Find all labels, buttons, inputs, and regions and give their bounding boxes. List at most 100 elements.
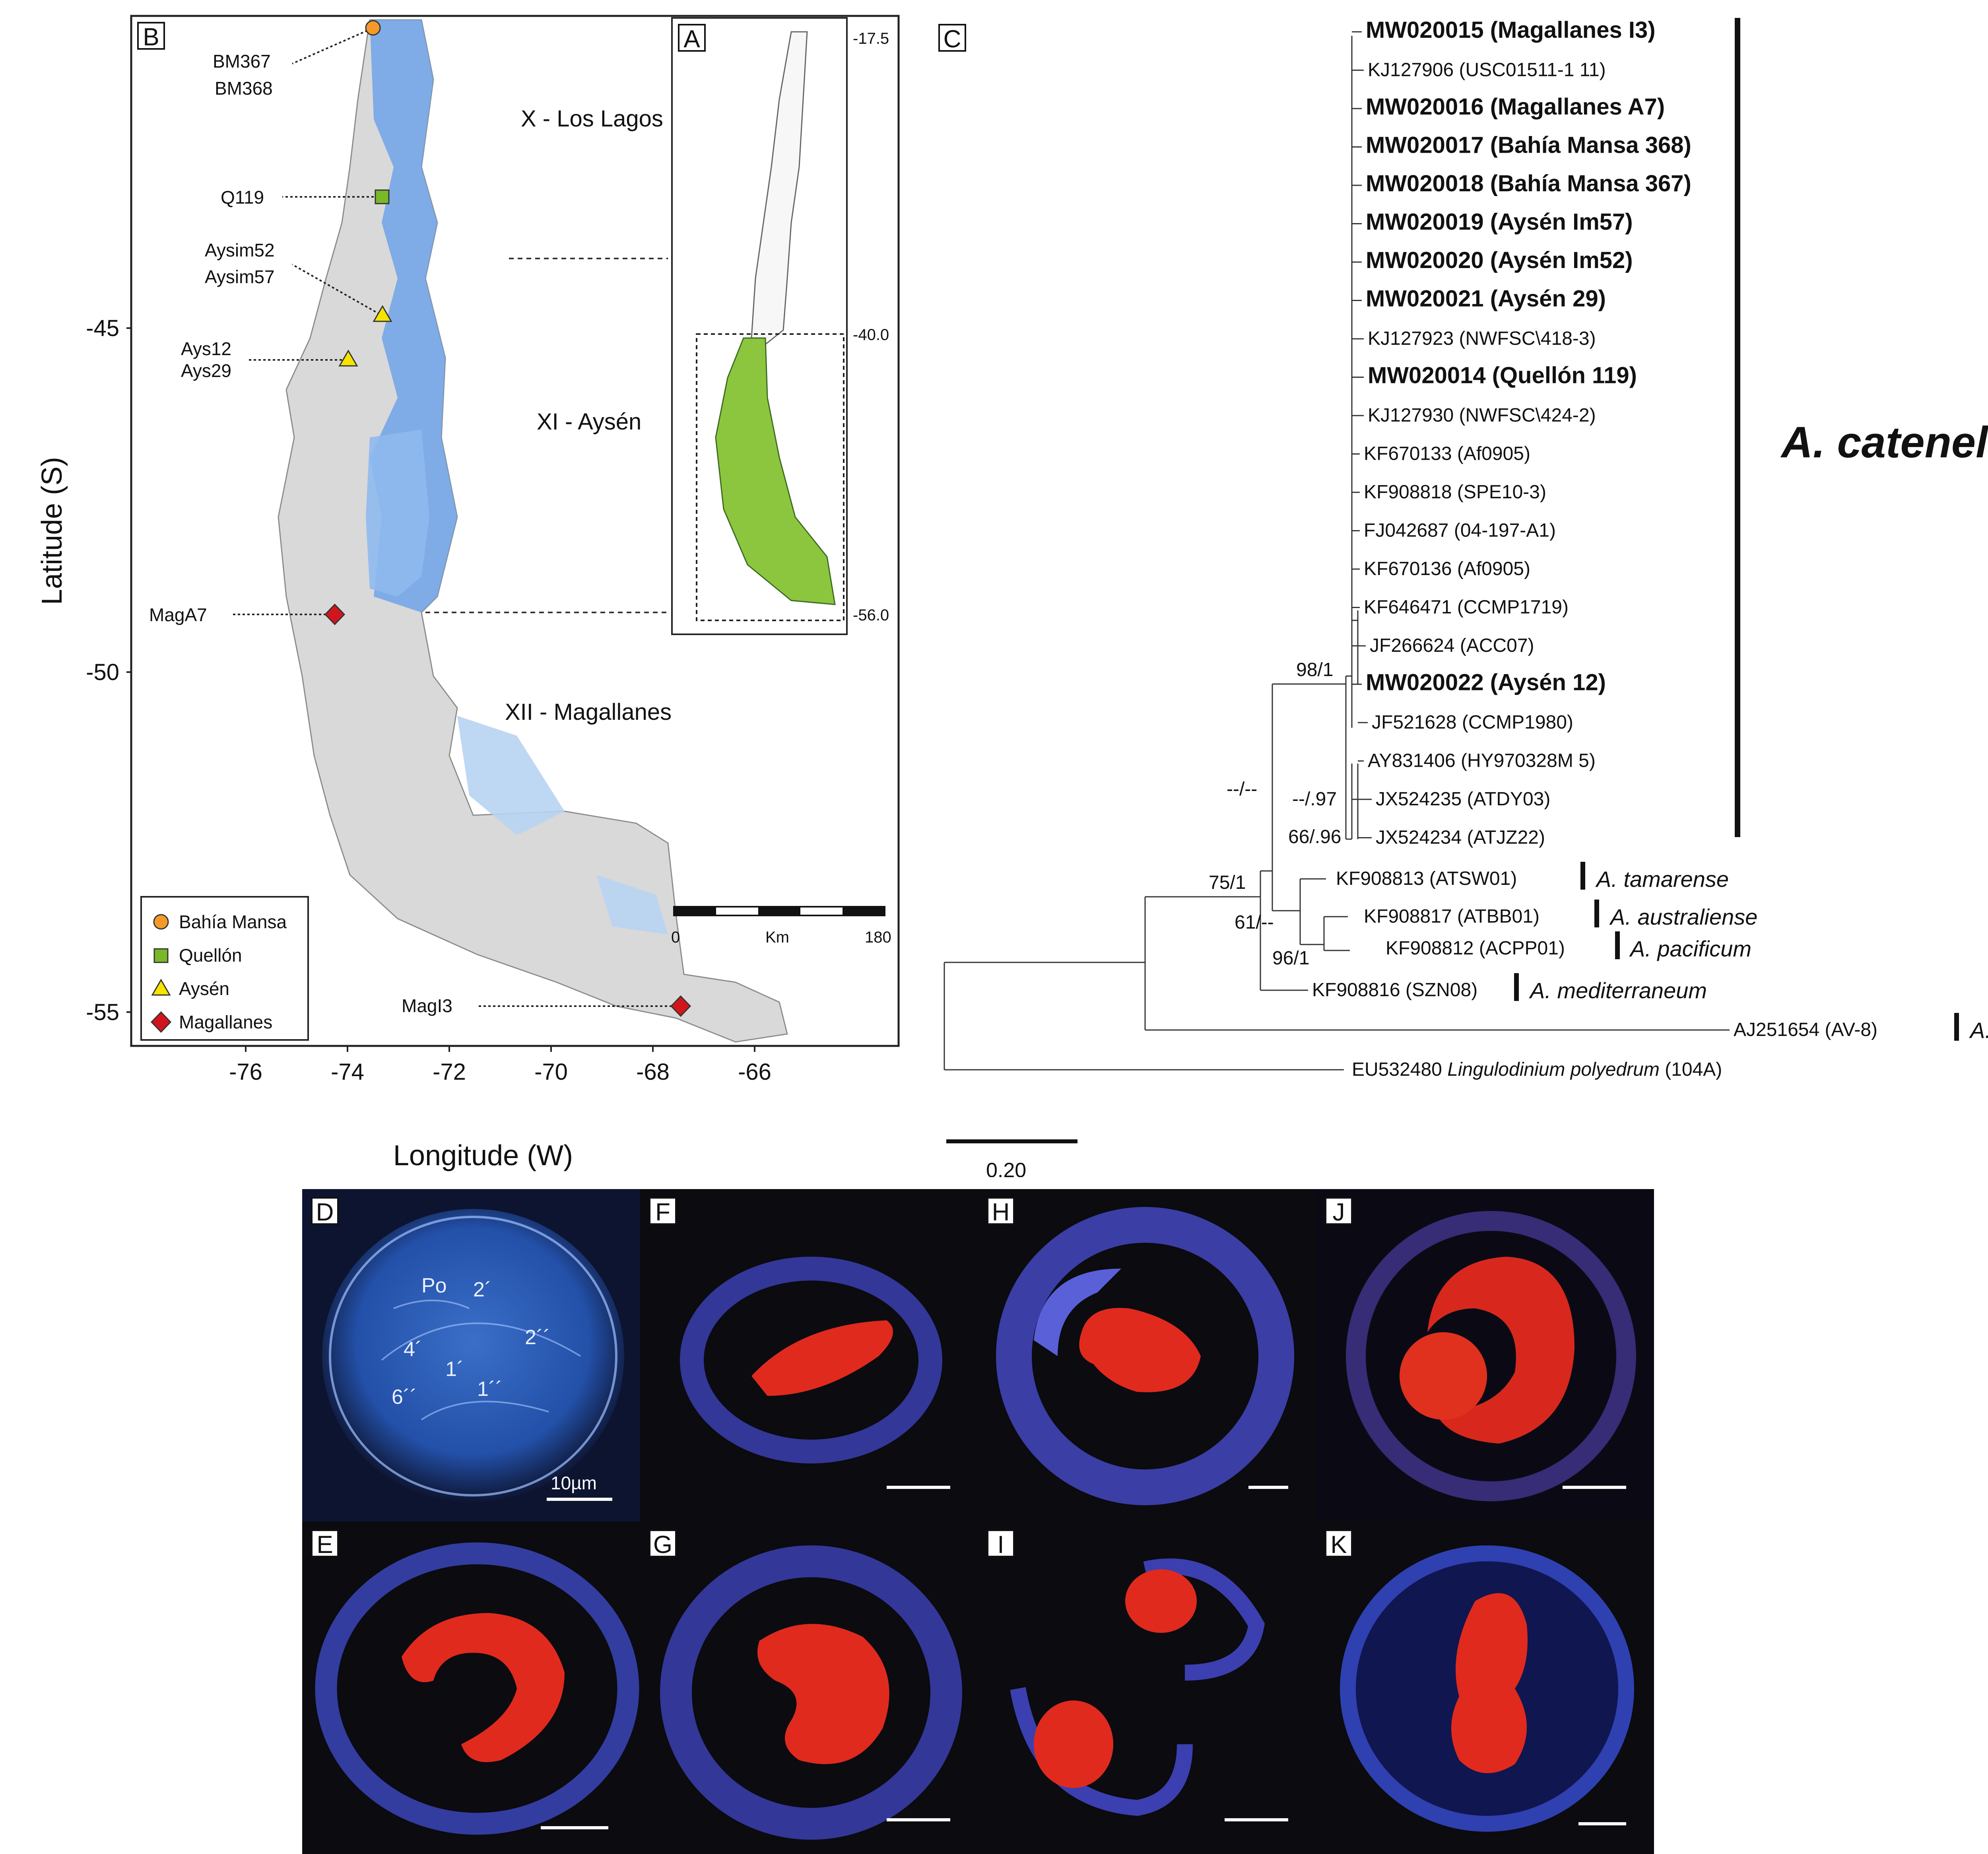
tree-tip-label: JF266624 (ACC07) bbox=[1370, 635, 1534, 656]
xtick-72: -72 bbox=[433, 1059, 466, 1085]
plate-1p: 1´ bbox=[445, 1358, 464, 1381]
site-label-bm367: BM367 bbox=[213, 51, 271, 72]
species-bar bbox=[1615, 931, 1620, 959]
species-bar bbox=[1514, 973, 1519, 1001]
site-label-q119: Q119 bbox=[221, 187, 264, 208]
panel-label-h: H bbox=[987, 1197, 1015, 1226]
tree-tip-label: MW020019 (Aysén Im57) bbox=[1366, 209, 1633, 235]
species-name: A. pacificum bbox=[1629, 936, 1751, 961]
species-name: A. mediterraneum bbox=[1529, 978, 1707, 1003]
micrograph-grid: Po 2´ 2´´ 4´ 1´ 1´´ 6´´ 10µm D F H bbox=[302, 1189, 1654, 1854]
support-66-096: 66/.96 bbox=[1288, 826, 1341, 847]
quellon-marker bbox=[375, 189, 390, 204]
tree-tip-label: KJ127923 (NWFSC\418-3) bbox=[1368, 328, 1596, 349]
site-maga7: MagA7 bbox=[149, 603, 346, 626]
micrograph-k: K bbox=[1316, 1522, 1654, 1854]
outgroup-label: AJ251654 (AV-8) bbox=[1734, 1019, 1877, 1040]
micrograph-e: E bbox=[302, 1522, 640, 1854]
species-name: A. taylorii bbox=[1969, 1018, 1988, 1043]
plate-6pp: 6´´ bbox=[392, 1386, 417, 1409]
panel-label-g: G bbox=[649, 1529, 677, 1559]
micrograph-g: G bbox=[640, 1522, 978, 1854]
outgroup-label: KF908816 (SZN08) bbox=[1312, 979, 1477, 1001]
catenella-clade-bar bbox=[1735, 18, 1740, 837]
species-bar bbox=[1954, 1013, 1959, 1041]
phylogenetic-tree: MW020015 (Magallanes I3) KJ127906 (USC015… bbox=[944, 17, 1988, 1182]
tree-tip-label: AY831406 (HY970328M 5) bbox=[1368, 750, 1596, 772]
panel-label-f: F bbox=[649, 1197, 677, 1226]
species-name: A. tamarense bbox=[1595, 867, 1729, 892]
aysim-marker bbox=[373, 305, 392, 322]
support-097: --/.97 bbox=[1292, 789, 1337, 810]
xtick-68: -68 bbox=[636, 1059, 670, 1085]
species-bar bbox=[1580, 862, 1585, 890]
scalebar-start: 0 bbox=[671, 929, 680, 946]
plate-2p: 2´ bbox=[473, 1278, 491, 1301]
support-98-1: 98/1 bbox=[1296, 659, 1333, 680]
plate-4p: 4´ bbox=[404, 1338, 422, 1361]
inset-lat-mid: -40.0 bbox=[853, 326, 889, 344]
cyst-d-cell bbox=[322, 1209, 624, 1503]
tree-tip-label: MW020014 (Quellón 119) bbox=[1368, 363, 1637, 389]
site-aysim: Aysim52 Aysim57 bbox=[205, 240, 392, 322]
legend-bahia-mansa: Bahía Mansa bbox=[179, 911, 287, 932]
tree-tips: MW020015 (Magallanes I3) KJ127906 (USC015… bbox=[1312, 17, 1988, 1080]
legend-quellon: Quellón bbox=[179, 945, 242, 966]
panel-label-i: I bbox=[987, 1529, 1015, 1559]
site-label-ays29: Ays29 bbox=[181, 360, 231, 381]
tree-tip-label: JX524235 (ATDY03) bbox=[1376, 789, 1550, 810]
map-ylabel: Latitude (S) bbox=[36, 457, 68, 605]
tree-tip-label: KF908818 (SPE10-3) bbox=[1364, 482, 1546, 503]
legend-aysen: Aysén bbox=[179, 978, 229, 999]
panel-label-d: D bbox=[311, 1197, 339, 1226]
ytick-50: -50 bbox=[86, 659, 119, 685]
plate-2pp: 2´´ bbox=[525, 1326, 550, 1349]
plate-po: Po bbox=[421, 1274, 447, 1297]
outgroup-label: KF908812 (ACPP01) bbox=[1386, 938, 1565, 959]
micrograph-i: I bbox=[978, 1522, 1316, 1854]
panel-label-e: E bbox=[311, 1529, 339, 1559]
tree-tip-label: KF670136 (Af0905) bbox=[1364, 558, 1530, 579]
site-quellon: Q119 bbox=[221, 187, 390, 208]
tree-tip-label: MW020018 (Bahía Mansa 367) bbox=[1366, 171, 1691, 196]
support-61: 61/-- bbox=[1235, 912, 1274, 933]
ytick-55: -55 bbox=[86, 999, 119, 1025]
inset-map: -17.5 -40.0 -56.0 bbox=[671, 17, 889, 635]
site-label-aysim52: Aysim52 bbox=[205, 240, 275, 260]
map-figure: X - Los Lagos XI - Aysén XII - Magallane… bbox=[36, 15, 900, 1172]
xtick-66: -66 bbox=[738, 1059, 771, 1085]
tree-tip-label: MW020015 (Magallanes I3) bbox=[1366, 17, 1656, 43]
micrograph-h: H bbox=[978, 1189, 1316, 1522]
tree-tip-label: FJ042687 (04-197-A1) bbox=[1364, 520, 1556, 541]
outgroup-label: KF908817 (ATBB01) bbox=[1364, 906, 1540, 927]
tree-tip-label: MW020022 (Aysén 12) bbox=[1366, 670, 1606, 696]
micrograph-f: F bbox=[640, 1189, 978, 1522]
tree-tip-label: KJ127906 (USC01511-1 11) bbox=[1368, 60, 1606, 81]
map-scalebar: 0 Km 180 bbox=[671, 906, 891, 946]
map-xlabel: Longitude (W) bbox=[393, 1140, 573, 1172]
maga7-marker bbox=[324, 603, 346, 626]
tree-tip-label: JX524234 (ATJZ22) bbox=[1376, 827, 1545, 848]
scalebar-unit: Km bbox=[765, 929, 789, 946]
micrograph-d: Po 2´ 2´´ 4´ 1´ 1´´ 6´´ 10µm D bbox=[302, 1189, 640, 1522]
tree-branches bbox=[944, 36, 1730, 1071]
lake-region bbox=[366, 429, 429, 597]
site-label-aysim57: Aysim57 bbox=[205, 266, 275, 287]
tree-tip-label: KJ127930 (NWFSC\424-2) bbox=[1368, 405, 1596, 426]
micrograph-j: J bbox=[1316, 1189, 1654, 1522]
tree-panel: MW020015 (Magallanes I3) KJ127906 (USC015… bbox=[914, 0, 1988, 1182]
site-ays: Ays12 Ays29 bbox=[181, 338, 358, 381]
species-bar bbox=[1594, 900, 1599, 927]
tree-tip-label: MW020016 (Magallanes A7) bbox=[1366, 94, 1665, 120]
tree-tip-label: JF521628 (CCMP1980) bbox=[1372, 712, 1573, 733]
map-legend: Bahía Mansa Quellón Aysén Magallanes bbox=[140, 896, 309, 1041]
panel-label-c: C bbox=[938, 24, 966, 53]
site-magi3: MagI3 bbox=[402, 995, 691, 1017]
bahia-mansa-marker bbox=[365, 20, 381, 36]
legend-magallanes: Magallanes bbox=[179, 1012, 272, 1032]
outgroup-label: KF908813 (ATSW01) bbox=[1336, 868, 1517, 889]
scalebar-end: 180 bbox=[865, 929, 891, 946]
site-label-maga7: MagA7 bbox=[149, 604, 207, 625]
site-label-bm368: BM368 bbox=[215, 78, 273, 99]
tree-tip-label: MW020020 (Aysén Im52) bbox=[1366, 247, 1633, 273]
